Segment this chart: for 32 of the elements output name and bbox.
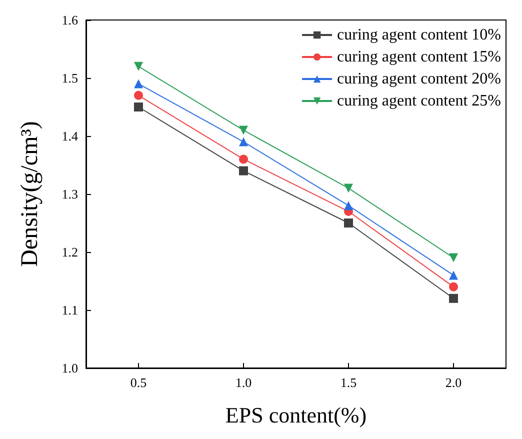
legend-label: curing agent content 25%: [337, 92, 502, 110]
point: [239, 166, 248, 176]
point: [134, 79, 143, 88]
legend-label: curing agent content 20%: [337, 70, 502, 88]
point: [134, 90, 143, 100]
point: [239, 137, 248, 146]
y-tick-label: 1.3: [62, 186, 78, 202]
y-tick-label: 1.0: [62, 360, 78, 376]
point: [134, 102, 143, 112]
point: [239, 126, 248, 135]
point: [344, 184, 353, 193]
y-tick-label: 1.1: [62, 302, 78, 318]
x-axis-title: EPS content(%): [225, 402, 367, 428]
point: [449, 294, 458, 303]
legend-label: curing agent content 10%: [337, 26, 502, 44]
point: [449, 282, 458, 292]
x-tick-label: 1.0: [235, 375, 252, 390]
x-tick-label: 1.5: [340, 375, 357, 390]
y-tick-label: 1.6: [62, 12, 78, 28]
point: [344, 218, 353, 228]
x-tick-label: 0.5: [130, 375, 147, 390]
point: [134, 62, 143, 71]
y-tick-label: 1.2: [62, 244, 78, 260]
point: [449, 270, 458, 280]
point: [344, 201, 353, 210]
y-axis-title: Density(g/cm³): [17, 121, 43, 267]
legend-label: curing agent content 15%: [337, 48, 502, 66]
y-tick-label: 1.5: [62, 70, 78, 86]
point: [239, 154, 248, 164]
x-tick-label: 2.0: [445, 375, 462, 390]
y-tick-label: 1.4: [62, 128, 78, 144]
point: [449, 253, 458, 262]
